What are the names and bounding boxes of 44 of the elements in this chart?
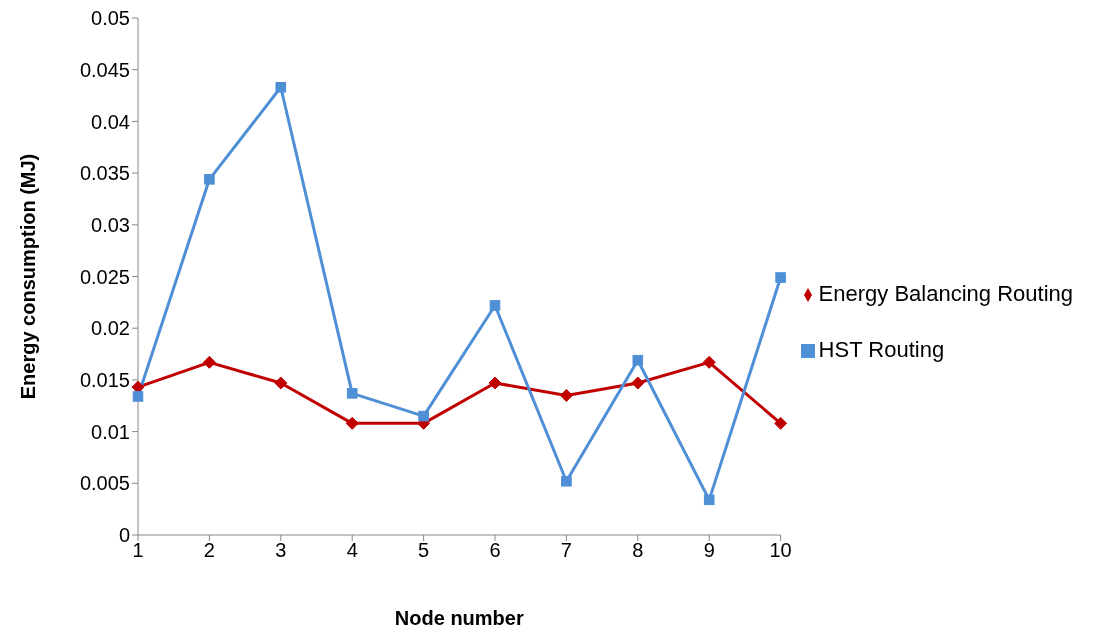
x-tick-label: 7 (560, 539, 572, 562)
point (703, 494, 715, 506)
y-tick-label: 0.01 (91, 420, 130, 443)
y-tick-label: 0.04 (91, 110, 130, 133)
legend-label: HST Routing (818, 336, 945, 362)
point (559, 388, 573, 402)
y-axis-title: Energy consumption (MJ) (17, 153, 40, 400)
point (274, 376, 288, 390)
x-tick-label: 4 (346, 539, 358, 562)
point (346, 388, 358, 399)
point (132, 391, 144, 402)
point (488, 376, 502, 390)
x-tick-label: 8 (632, 539, 644, 562)
y-tick-label: 0 (118, 524, 130, 547)
point (489, 300, 501, 311)
legend-label: Energy Balancing Routing (818, 280, 1073, 306)
point (202, 355, 216, 369)
point (775, 272, 786, 283)
x-tick-label: 9 (703, 539, 715, 562)
point (631, 376, 645, 390)
point (632, 354, 644, 366)
x-tick-label: 10 (769, 539, 792, 562)
x-tick-label: 2 (203, 539, 215, 562)
x-tick-label: 6 (489, 539, 501, 562)
x-tick-label: 5 (418, 539, 430, 562)
y-tick-label: 0.015 (79, 369, 130, 391)
y-tick-label: 0.05 (91, 7, 130, 30)
point (345, 416, 359, 430)
y-tick-label: 0.045 (79, 58, 130, 81)
point (561, 475, 572, 487)
point (131, 380, 145, 394)
y-tick-label: 0.025 (79, 265, 130, 288)
point (702, 355, 716, 369)
y-tick-label: 0.03 (91, 213, 130, 236)
x-tick-label: 1 (132, 539, 144, 562)
point (774, 416, 788, 430)
x-tick-label: 3 (275, 539, 287, 562)
point (418, 410, 429, 422)
y-tick-label: 0.035 (79, 162, 130, 185)
y-tick-label: 0.02 (91, 317, 130, 340)
x-axis-title: Node number (394, 607, 524, 629)
point (275, 81, 287, 93)
y-tick-label: 0.005 (79, 472, 130, 495)
point (204, 174, 215, 185)
